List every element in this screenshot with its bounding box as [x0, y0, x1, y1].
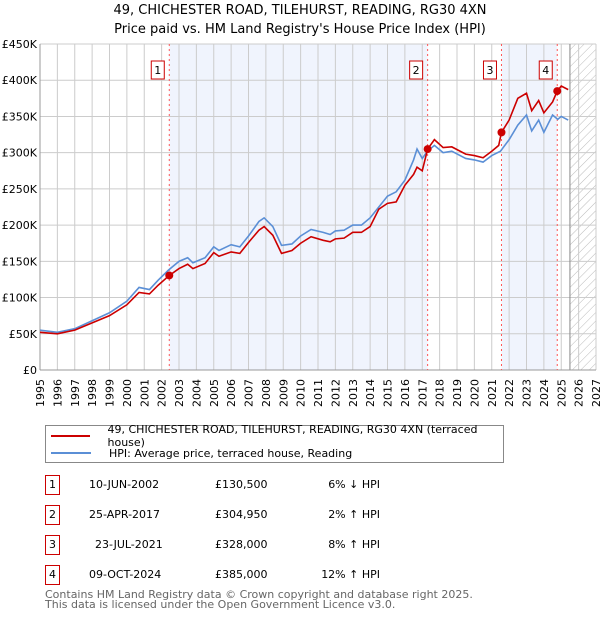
- chart-title: 49, CHICHESTER ROAD, TILEHURST, READING,…: [113, 3, 487, 18]
- footer-line1: Contains HM Land Registry data © Crown c…: [45, 588, 473, 601]
- x-tick-label: 1995: [34, 379, 47, 407]
- x-tick-label: 2025: [555, 379, 568, 407]
- x-tick-label: 2020: [468, 379, 481, 407]
- x-tick-label: 2022: [503, 379, 516, 407]
- sale-label: 1: [154, 64, 161, 77]
- y-tick-label: £150K: [2, 255, 38, 268]
- sale-label-box: [482, 60, 497, 80]
- x-tick-label: 2000: [121, 379, 134, 407]
- x-tick-label: 2001: [138, 379, 151, 407]
- sale-marker-label: 1: [45, 475, 60, 495]
- x-tick-label: 2016: [399, 379, 412, 407]
- hpi-line: [39, 113, 569, 334]
- x-tick-label: 2027: [590, 379, 600, 407]
- footer-line2: This data is licensed under the Open Gov…: [45, 598, 396, 611]
- y-tick-label: £250K: [2, 183, 38, 196]
- x-tick-label: 2012: [329, 379, 342, 407]
- y-tick-label: £400K: [2, 74, 38, 87]
- price-chart: 1995 1996 1997 1998 1999 2000 2001 2002 2003 2004…: [2, 38, 600, 407]
- x-tick-label: 1999: [104, 379, 117, 407]
- sale-label-box: [409, 60, 424, 80]
- shade-period-1: [169, 44, 428, 370]
- sale-label: 4: [542, 64, 549, 77]
- x-tick-label: 2011: [312, 379, 325, 407]
- x-tick-label: 2006: [225, 379, 238, 407]
- sale-hpi-diff: 6% ↓ HPI: [328, 478, 380, 491]
- x-tick-label: 2017: [416, 379, 429, 407]
- shade-period-3: [501, 44, 558, 370]
- x-tick-label: 2023: [521, 379, 534, 407]
- y-tick-label: £350K: [2, 110, 38, 123]
- sale-label-box: [150, 60, 165, 80]
- x-tick-label: 2019: [451, 379, 464, 407]
- x-tick-label: 1997: [69, 379, 82, 407]
- forecast-hatch: [569, 44, 596, 370]
- x-tick-label: 2014: [364, 379, 377, 407]
- sale-row: 4 09-OCT-2024 £385,000 12% ↑ HPI: [45, 565, 445, 585]
- sale-row: 2 25-APR-2017 £304,950 2% ↑ HPI: [45, 505, 445, 525]
- sale-hpi-diff: 8% ↑ HPI: [328, 538, 380, 551]
- sale-hpi-diff: 12% ↑ HPI: [321, 568, 380, 581]
- chart-subtitle: Price paid vs. HM Land Registry's House …: [114, 22, 486, 37]
- x-tick-label: 2004: [190, 379, 203, 407]
- sale-price: £328,000: [215, 538, 268, 551]
- sale-marker-label: 2: [45, 505, 60, 525]
- x-tick-label: 2005: [208, 379, 221, 407]
- x-tick-label: 2024: [538, 379, 551, 407]
- x-tick-label: 2008: [260, 379, 273, 407]
- sale-marker-label: 3: [45, 535, 60, 555]
- sale-price: £304,950: [215, 508, 268, 521]
- x-tick-label: 2002: [156, 379, 169, 407]
- x-tick-label: 2007: [243, 379, 256, 407]
- legend-swatch-hpi: [51, 452, 91, 454]
- y-tick-label: £50K: [9, 328, 38, 341]
- sale-date: 10-JUN-2002: [89, 478, 160, 491]
- sale-label: 2: [413, 64, 420, 77]
- legend-label-property: 49, CHICHESTER ROAD, TILEHURST, READING,…: [107, 423, 478, 449]
- legend-label-hpi: HPI: Average price, terraced house, Read…: [109, 446, 353, 460]
- sale-row: 3 23-JUL-2021 £328,000 8% ↑ HPI: [45, 535, 445, 555]
- y-tick-label: £300K: [2, 147, 38, 160]
- legend-swatch-property: [51, 435, 90, 437]
- y-tick-label: £450K: [2, 38, 38, 51]
- sale-row: 1 10-JUN-2002 £130,500 6% ↓ HPI: [45, 475, 445, 495]
- sale-date: 23-JUL-2021: [95, 538, 163, 551]
- sale-point: [553, 87, 562, 96]
- x-tick-label: 2021: [486, 379, 499, 407]
- x-tick-label: 2026: [573, 379, 586, 407]
- sale-point: [423, 145, 432, 154]
- sale-marker-label: 4: [45, 565, 60, 585]
- y-tick-label: £0: [23, 364, 37, 377]
- x-tick-label: 2010: [295, 379, 308, 407]
- y-tick-label: £200K: [2, 219, 38, 232]
- x-tick-label: 2018: [434, 379, 447, 407]
- sale-hpi-diff: 2% ↑ HPI: [328, 508, 380, 521]
- x-tick-label: 2013: [347, 379, 360, 407]
- x-tick-label: 2003: [173, 379, 186, 407]
- sale-date: 25-APR-2017: [89, 508, 161, 521]
- x-tick-label: 1996: [51, 379, 64, 407]
- sale-price: £385,000: [215, 568, 268, 581]
- y-tick-label: £100K: [2, 292, 38, 305]
- footer: Contains HM Land Registry data © Crown c…: [45, 588, 473, 611]
- sale-point: [497, 128, 506, 137]
- x-tick-label: 2015: [382, 379, 395, 407]
- x-tick-label: 2009: [277, 379, 290, 407]
- sale-label: 3: [486, 64, 493, 77]
- sale-point: [165, 271, 174, 280]
- sale-price: £130,500: [215, 478, 268, 491]
- sale-label-box: [538, 60, 553, 80]
- sale-date: 09-OCT-2024: [89, 568, 162, 581]
- legend: 49, CHICHESTER ROAD, TILEHURST, READING,…: [45, 423, 504, 463]
- x-tick-label: 1998: [86, 379, 99, 407]
